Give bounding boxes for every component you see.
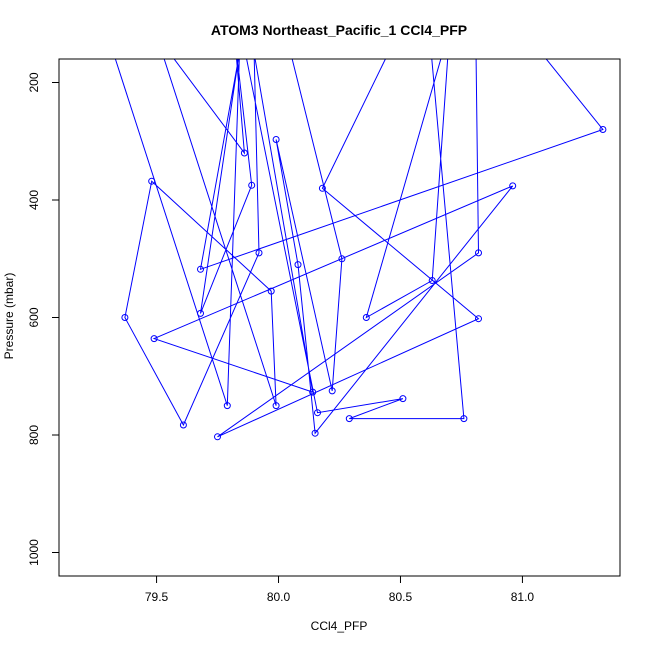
- data-point: [294, 261, 302, 269]
- data-point: [345, 415, 353, 423]
- data-point: [197, 309, 204, 317]
- y-tick-label: 1000: [27, 539, 41, 566]
- x-axis-label: CCl4_PFP: [311, 619, 368, 633]
- x-tick-label: 80.5: [389, 590, 413, 604]
- data-point: [475, 315, 482, 323]
- y-tick-label: 600: [27, 307, 41, 327]
- data-point: [223, 402, 231, 410]
- data-point: [362, 314, 370, 321]
- data-point: [148, 177, 156, 185]
- data-point: [214, 433, 221, 441]
- data-point: [267, 287, 275, 295]
- data-point: [509, 182, 517, 190]
- data-point: [428, 277, 436, 284]
- chart-title: ATOM3 Northeast_Pacific_1 CCl4_PFP: [211, 22, 467, 38]
- data-point: [399, 395, 407, 403]
- data-point: [272, 402, 280, 410]
- y-tick-label: 400: [27, 190, 41, 210]
- data-point: [121, 314, 129, 321]
- data-point: [248, 181, 256, 189]
- y-axis-ticks: 200 400 600 800 1000: [27, 72, 59, 566]
- data-point: [311, 429, 319, 437]
- series-line: [114, 59, 604, 438]
- data-point: [314, 409, 321, 417]
- x-tick-label: 79.5: [145, 590, 169, 604]
- data-point: [318, 184, 326, 192]
- data-point: [197, 265, 204, 273]
- data-point: [475, 249, 482, 257]
- y-tick-label: 800: [27, 425, 41, 445]
- data-point: [599, 126, 607, 133]
- data-point: [179, 421, 187, 429]
- data-point: [272, 136, 280, 143]
- data-point: [460, 415, 468, 423]
- data-point: [240, 149, 248, 157]
- data-point: [309, 388, 317, 396]
- y-axis-label: Pressure (mbar): [2, 273, 16, 360]
- data-point: [150, 335, 158, 343]
- data-point: [328, 387, 336, 395]
- x-axis-ticks: 79.5 80.0 80.5 81.0: [145, 576, 535, 604]
- x-tick-label: 80.0: [267, 590, 291, 604]
- series-layer: [114, 59, 607, 441]
- x-tick-label: 81.0: [511, 590, 535, 604]
- y-tick-label: 200: [27, 72, 41, 92]
- data-point: [338, 255, 346, 263]
- data-point: [255, 249, 263, 257]
- plot-frame: [58, 58, 621, 577]
